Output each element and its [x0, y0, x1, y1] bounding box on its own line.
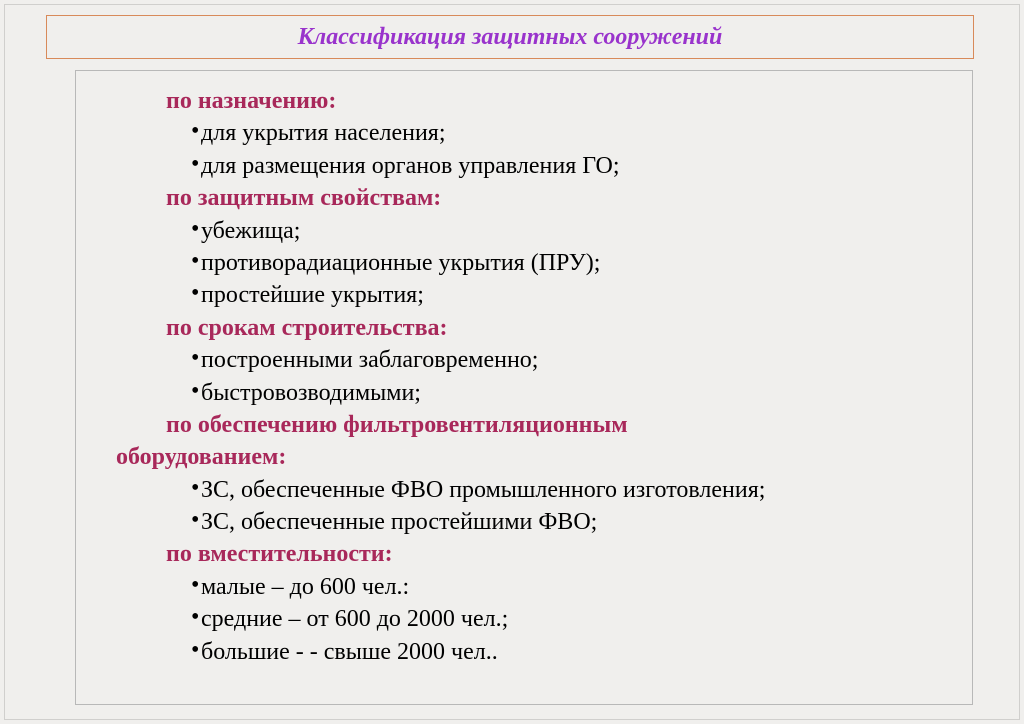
list-item: для размещения органов управления ГО; [201, 150, 952, 182]
list-item: быстровозводимыми; [201, 377, 952, 409]
list-item: ЗС, обеспеченные простейшими ФВО; [201, 506, 952, 538]
list-item: построенными заблаговременно; [201, 344, 952, 376]
list-item: ЗС, обеспеченные ФВО промышленного изгот… [201, 474, 952, 506]
content-box: по назначению: для укрытия населения; дл… [75, 70, 973, 705]
list-item: простейшие укрытия; [201, 279, 952, 311]
list-item: для укрытия населения; [201, 117, 952, 149]
list-item: большие - - свыше 2000 чел.. [201, 636, 952, 668]
category-header-ventilation-line1: по обеспечению фильтровентиляционным [166, 409, 952, 441]
category-header-ventilation-line2: оборудованием: [116, 441, 952, 473]
category-header-capacity: по вместительности: [166, 538, 952, 570]
list-item: средние – от 600 до 2000 чел.; [201, 603, 952, 635]
list-item: убежища; [201, 215, 952, 247]
list-item: противорадиационные укрытия (ПРУ); [201, 247, 952, 279]
category-header-protection: по защитным свойствам: [166, 182, 952, 214]
category-header-purpose: по назначению: [166, 85, 952, 117]
list-item: малые – до 600 чел.: [201, 571, 952, 603]
title-box: Классификация защитных сооружений [46, 15, 974, 59]
category-header-construction: по срокам строительства: [166, 312, 952, 344]
slide-title: Классификация защитных сооружений [298, 24, 723, 51]
